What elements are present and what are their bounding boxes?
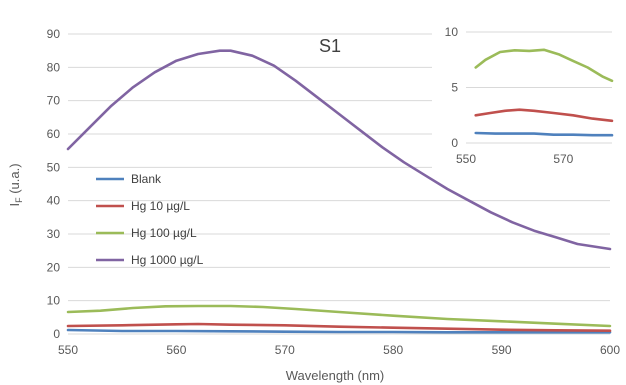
main-y-tick-label: 60 (47, 127, 61, 141)
inset-series-lines (474, 48, 614, 137)
inset-series-line-2 (474, 108, 614, 123)
y-axis-title-unit: (u.a.) (7, 163, 22, 197)
main-series-line-hg-100-g-l (66, 304, 612, 328)
main-x-tick-label: 550 (58, 343, 78, 357)
inset-y-tick-label: 10 (445, 25, 459, 39)
x-axis-title: Wavelength (nm) (286, 368, 385, 383)
main-y-tick-label: 30 (47, 227, 61, 241)
inset-series-line-3 (474, 48, 614, 83)
inset-y-tick-label: 0 (451, 136, 458, 150)
main-y-tick-label: 0 (53, 327, 60, 341)
legend-label-hg-100-g-l: Hg 100 µg/L (131, 226, 197, 240)
legend: Blank Hg 10 µg/L Hg 100 µg/L Hg 1000 µg/L (96, 172, 204, 267)
chart-title: S1 (319, 36, 341, 56)
main-x-tick-label: 590 (492, 343, 512, 357)
inset-background (432, 18, 622, 176)
main-y-ticks: 0 10 20 30 40 50 60 70 80 90 (47, 27, 61, 341)
main-y-tick-label: 10 (47, 294, 61, 308)
inset-y-tick-label: 5 (451, 81, 458, 95)
main-y-tick-label: 70 (47, 94, 61, 108)
main-series-line-hg-10-g-l (66, 322, 612, 333)
main-x-tick-label: 560 (166, 343, 186, 357)
main-x-tick-label: 580 (383, 343, 403, 357)
main-series-line-hg-1000-g-l (66, 49, 612, 251)
main-x-ticks: 550 560 570 580 590 600 (58, 343, 620, 357)
inset-x-ticks: 550 570 (456, 152, 574, 166)
y-axis-title: IF (u.a.) (7, 163, 24, 206)
inset-x-tick-label: 550 (456, 152, 476, 166)
main-y-tick-label: 50 (47, 160, 61, 174)
y-axis-title-main: I (7, 203, 22, 207)
legend-label-blank: Blank (131, 172, 162, 186)
main-y-tick-label: 90 (47, 27, 61, 41)
main-y-tick-label: 20 (47, 260, 61, 274)
inset-series-line-1 (474, 131, 614, 137)
main-x-tick-label: 570 (275, 343, 295, 357)
main-y-tick-label: 40 (47, 194, 61, 208)
main-x-tick-label: 600 (600, 343, 620, 357)
y-axis-title-subscript: F (14, 197, 24, 203)
legend-label-hg-1000-g-l: Hg 1000 µg/L (131, 253, 204, 267)
inset-y-ticks: 0 5 10 (445, 25, 459, 150)
inset-x-tick-label: 570 (553, 152, 573, 166)
main-y-tick-label: 80 (47, 60, 61, 74)
inset-gridlines (466, 31, 612, 144)
main-series-line-blank (66, 328, 612, 334)
main-series-lines (66, 49, 612, 334)
legend-label-hg-10-g-l: Hg 10 µg/L (131, 199, 190, 213)
